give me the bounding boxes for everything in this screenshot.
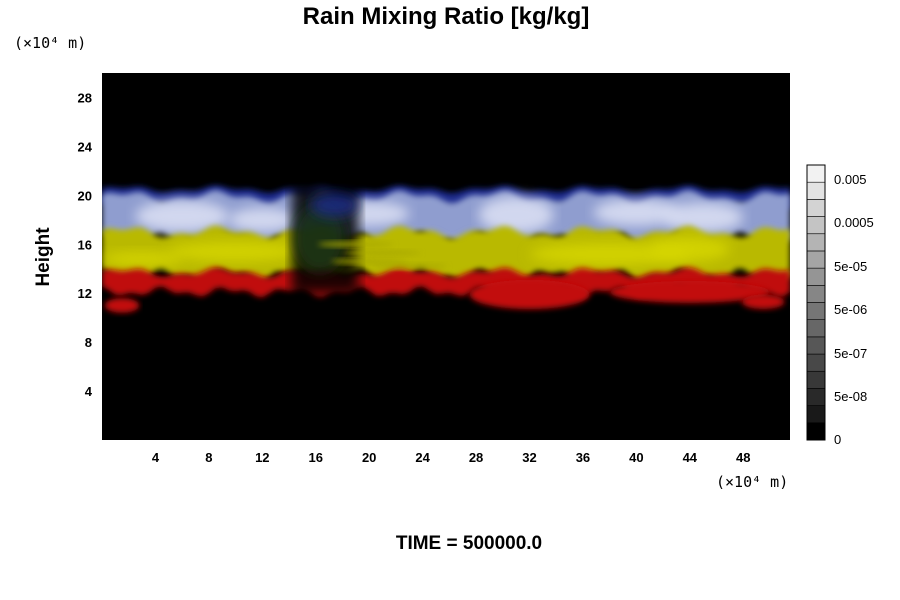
y-tick-label: 28: [78, 90, 92, 105]
colorbar-level: [806, 181, 826, 200]
heatmap-yellow-highlight: [649, 236, 730, 262]
x-tick-label: 8: [205, 450, 212, 465]
heatmap-yellow-highlight: [529, 243, 690, 266]
y-tick-label: 12: [78, 286, 92, 301]
x-tick-label: 32: [522, 450, 536, 465]
colorbar-level: [806, 388, 826, 406]
heatmap-yellow-streak: [371, 263, 448, 270]
x-tick-label: 4: [152, 450, 160, 465]
heatmap-yellow-streak: [317, 241, 394, 248]
colorbar-tick-label: 0.0005: [834, 215, 874, 230]
time-label: TIME = 500000.0: [396, 533, 542, 554]
x-tick-label: 48: [736, 450, 750, 465]
colorbar-level: [806, 319, 826, 338]
y-axis-unit: (×10⁴ m): [14, 34, 86, 52]
x-tick-label: 36: [576, 450, 590, 465]
heatmap-white-patch: [478, 196, 554, 234]
heatmap-yellow-highlight: [102, 251, 183, 267]
x-tick-label: 16: [309, 450, 323, 465]
chart-title: Rain Mixing Ratio [kg/kg]: [303, 3, 590, 30]
colorbar-level: [806, 267, 826, 286]
heatmap-red-blob: [609, 280, 770, 303]
heatmap-gap-tint: [293, 204, 346, 273]
colorbar-level: [806, 164, 826, 183]
y-axis-label: Height: [33, 227, 54, 287]
colorbar-level: [806, 405, 826, 424]
heatmap-white-patch: [593, 199, 680, 226]
heatmap-white-patch: [135, 200, 229, 233]
colorbar-level: [806, 353, 826, 372]
y-axis-ticks: 4 8 12 16 20 24 28: [78, 90, 93, 399]
heatmap-white-patch: [663, 202, 744, 233]
y-tick-label: 24: [78, 139, 93, 154]
colorbar-level: [806, 336, 826, 355]
x-tick-label: 28: [469, 450, 483, 465]
colorbar-level: [806, 422, 826, 441]
y-tick-label: 8: [85, 335, 92, 350]
colorbar-tick-label: 5e-07: [834, 346, 867, 361]
y-tick-label: 16: [78, 237, 92, 252]
heatmap-red-blob: [741, 294, 785, 310]
heatmap-layer-yellow: [102, 225, 790, 282]
colorbar-frame: [806, 164, 826, 441]
colorbar-level: [806, 302, 826, 320]
colorbar-tick-label: 0: [834, 432, 841, 447]
y-tick-label: 4: [85, 384, 93, 399]
heatmap-white-patch: [228, 207, 296, 233]
x-tick-label: 20: [362, 450, 376, 465]
heatmap-yellow-highlight: [168, 241, 303, 262]
colorbar-tick-label: 0.005: [834, 172, 867, 187]
x-tick-label: 24: [415, 450, 430, 465]
x-axis-unit: (×10⁴ m): [716, 473, 788, 491]
x-tick-label: 40: [629, 450, 643, 465]
colorbar-level: [806, 199, 826, 217]
colorbar-tick-label: 5e-05: [834, 259, 867, 274]
heatmap-yellow-streak: [331, 258, 408, 265]
heatmap-yellow-streak: [344, 249, 421, 256]
colorbar-level: [806, 233, 826, 252]
x-tick-label: 44: [683, 450, 698, 465]
heatmap-red-blob: [469, 279, 590, 310]
colorbar-level: [806, 250, 826, 269]
heatmap-gap-blue: [310, 193, 359, 218]
colorbar-level: [806, 285, 826, 303]
heatmap-red-blob: [104, 298, 140, 313]
colorbar-tick-label: 5e-06: [834, 302, 867, 317]
x-axis-ticks: 4 8 12 16 20 24 28 32 36 40 44 48: [152, 450, 751, 465]
colorbar-level: [806, 370, 826, 389]
colorbar-tick-label: 5e-08: [834, 389, 867, 404]
heatmap-field: [102, 183, 790, 313]
colorbar-labels: 0.005 0.0005 5e-05 5e-06 5e-07 5e-08 0: [834, 172, 874, 447]
colorbar: [806, 164, 826, 441]
plot-area: [102, 73, 790, 440]
y-tick-label: 20: [78, 188, 92, 203]
colorbar-level: [806, 216, 826, 235]
x-tick-label: 12: [255, 450, 269, 465]
heatmap-layer-red: [102, 267, 790, 298]
